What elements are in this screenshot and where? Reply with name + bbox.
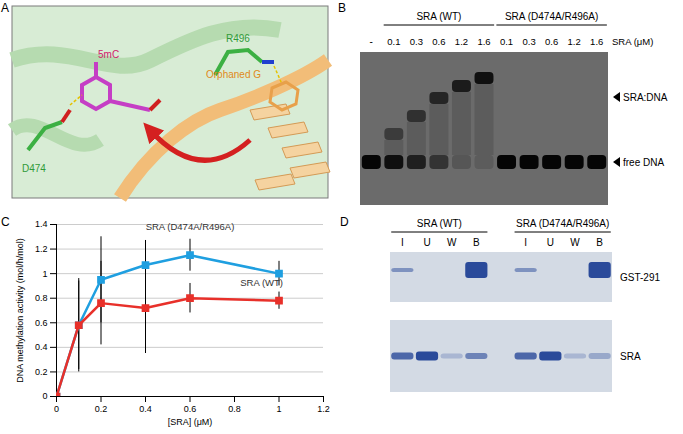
svg-text:1.6: 1.6 (477, 36, 490, 47)
svg-text:I: I (524, 237, 527, 248)
svg-text:0.3: 0.3 (522, 36, 535, 47)
svg-text:SRA (D474A/R496A): SRA (D474A/R496A) (505, 11, 598, 22)
svg-text:D474: D474 (22, 163, 46, 174)
svg-text:W: W (447, 237, 457, 248)
svg-text:DNA methylation activity (mol/: DNA methylation activity (mol/h/mol) (15, 238, 25, 383)
svg-text:0.1: 0.1 (387, 36, 400, 47)
svg-text:SRA (WT): SRA (WT) (416, 11, 461, 22)
svg-text:0.8: 0.8 (228, 404, 241, 414)
svg-text:SRA (μM): SRA (μM) (612, 36, 653, 47)
svg-text:U: U (547, 237, 554, 248)
svg-text:B: B (338, 1, 346, 15)
svg-text:Orphaned G: Orphaned G (206, 69, 261, 80)
svg-text:A: A (1, 1, 9, 15)
svg-text:SRA (D474A/R496A): SRA (D474A/R496A) (146, 221, 235, 232)
svg-text:U: U (423, 237, 430, 248)
svg-text:SRA: SRA (620, 351, 641, 362)
svg-text:0.6: 0.6 (545, 36, 558, 47)
svg-text:0: 0 (42, 391, 47, 401)
svg-text:GST-291: GST-291 (620, 272, 660, 283)
svg-text:0.2: 0.2 (95, 404, 108, 414)
svg-text:C: C (1, 215, 10, 229)
svg-text:D: D (340, 215, 349, 229)
svg-text:SRA (D474A/R496A): SRA (D474A/R496A) (516, 218, 609, 229)
svg-text:0.2: 0.2 (35, 367, 48, 377)
svg-text:0.6: 0.6 (35, 318, 48, 328)
svg-text:0.4: 0.4 (35, 342, 48, 352)
svg-text:W: W (570, 237, 580, 248)
svg-text:1: 1 (42, 269, 47, 279)
svg-text:free DNA: free DNA (623, 157, 664, 168)
svg-text:I: I (401, 237, 404, 248)
svg-text:0: 0 (54, 404, 59, 414)
svg-text:B: B (596, 237, 603, 248)
svg-text:0.6: 0.6 (184, 404, 197, 414)
svg-text:1: 1 (276, 404, 281, 414)
svg-text:1.2: 1.2 (35, 244, 48, 254)
svg-text:0.4: 0.4 (139, 404, 152, 414)
svg-text:R496: R496 (226, 33, 250, 44)
svg-text:0.8: 0.8 (35, 293, 48, 303)
svg-text:1.2: 1.2 (455, 36, 468, 47)
svg-text:1.2: 1.2 (317, 404, 330, 414)
svg-text:-: - (370, 36, 373, 47)
svg-text:0.1: 0.1 (500, 36, 513, 47)
svg-text:0.3: 0.3 (410, 36, 423, 47)
svg-text:1.4: 1.4 (35, 219, 48, 229)
svg-text:0.6: 0.6 (432, 36, 445, 47)
svg-text:1.2: 1.2 (568, 36, 581, 47)
svg-text:5mC: 5mC (98, 49, 119, 60)
svg-text:[SRA] (μM): [SRA] (μM) (168, 417, 213, 427)
svg-text:SRA (WT): SRA (WT) (417, 218, 462, 229)
svg-text:SRA (WT): SRA (WT) (240, 277, 283, 288)
svg-text:SRA:DNA: SRA:DNA (623, 92, 668, 103)
svg-text:1.6: 1.6 (590, 36, 603, 47)
svg-text:B: B (473, 237, 480, 248)
